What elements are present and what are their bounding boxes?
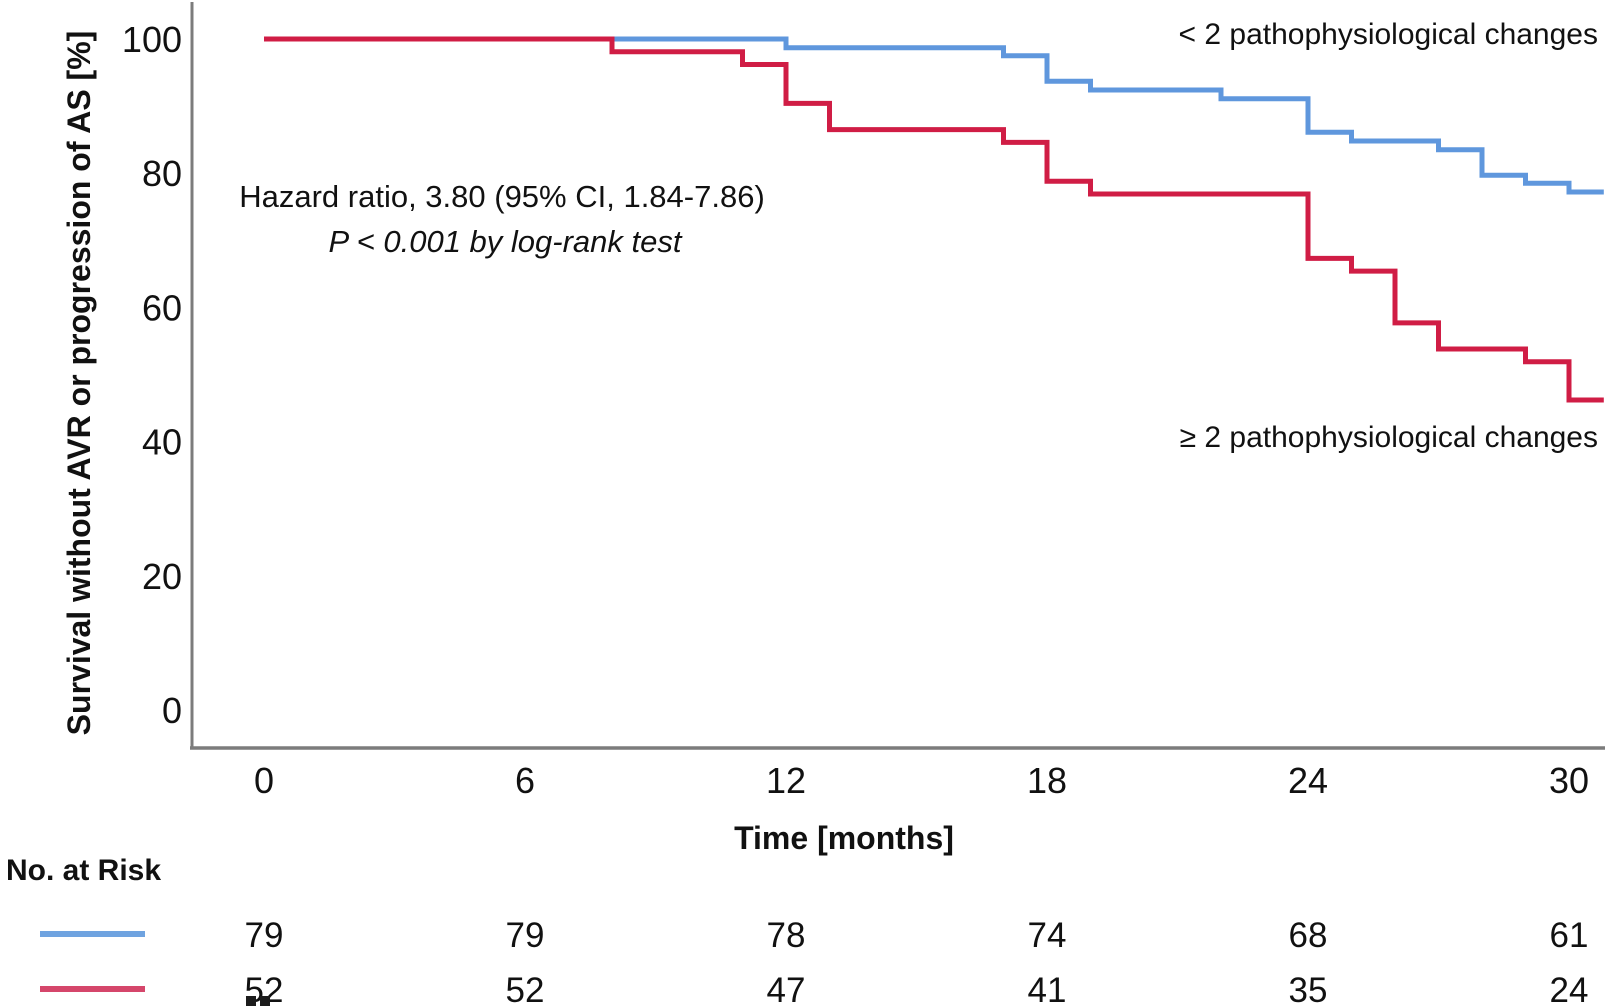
risk-count: 47	[767, 971, 806, 1006]
y-tick-label-40: 40	[142, 422, 182, 463]
x-tick-labels: 0 6 12 18 24 30	[254, 760, 1589, 801]
y-tick-label-100: 100	[122, 19, 182, 60]
x-axis-title: Time [months]	[734, 820, 954, 856]
risk-count: 79	[506, 916, 545, 955]
km-curve-high-changes	[264, 36, 1604, 403]
x-tick-label-12: 12	[766, 760, 806, 801]
series-label-low-changes: < 2 pathophysiological changes	[1179, 18, 1598, 51]
risk-count: 61	[1550, 916, 1589, 955]
survival-curves	[264, 36, 1604, 403]
risk-count: 52	[506, 971, 545, 1006]
cropped-glyph-artifact	[246, 996, 270, 1006]
risk-count: 41	[1028, 971, 1067, 1006]
y-tick-labels: 100 80 60 40 20 0	[122, 19, 182, 731]
y-tick-label-60: 60	[142, 287, 182, 328]
risk-count: 74	[1028, 916, 1067, 955]
hazard-ratio-annotation: Hazard ratio, 3.80 (95% CI, 1.84-7.86)	[239, 179, 765, 214]
series-label-high-changes: ≥ 2 pathophysiological changes	[1180, 421, 1598, 454]
x-tick-label-24: 24	[1288, 760, 1328, 801]
y-tick-label-20: 20	[142, 556, 182, 597]
x-tick-label-30: 30	[1549, 760, 1589, 801]
risk-count: 35	[1289, 971, 1328, 1006]
risk-count: 79	[245, 916, 284, 955]
risk-count: 78	[767, 916, 806, 955]
pvalue-annotation: P < 0.001 by log-rank test	[329, 224, 683, 259]
risk-table-heading: No. at Risk	[6, 854, 161, 887]
km-curve-low-changes	[264, 36, 1604, 195]
x-tick-label-6: 6	[515, 760, 535, 801]
y-tick-label-80: 80	[142, 153, 182, 194]
risk-count: 24	[1550, 971, 1589, 1006]
risk-row-swatch-high	[40, 986, 145, 992]
risk-row-swatch-low	[40, 931, 145, 937]
y-axis-title: Survival without AVR or progression of A…	[61, 31, 97, 736]
x-tick-label-18: 18	[1027, 760, 1067, 801]
x-tick-label-0: 0	[254, 760, 274, 801]
risk-count: 68	[1289, 916, 1328, 955]
y-tick-label-0: 0	[162, 690, 182, 731]
